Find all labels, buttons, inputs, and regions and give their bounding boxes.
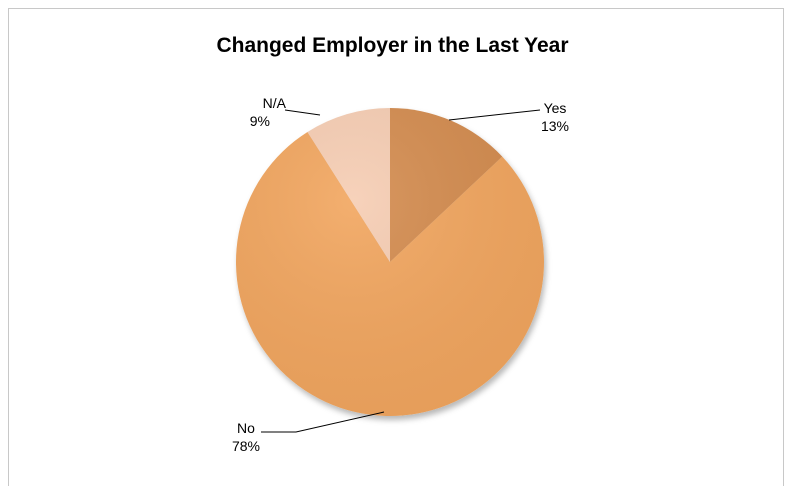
pie-slices — [235, 108, 544, 416]
leader-line-no — [261, 411, 385, 433]
slice-label-yes: Yes — [544, 100, 567, 116]
slice-label-no: No — [237, 420, 255, 436]
chart-title: Changed Employer in the Last Year — [216, 34, 569, 57]
slice-value-yes: 13% — [541, 118, 569, 134]
slice-label-na: N/A — [263, 95, 287, 111]
slice-value-na: 9% — [250, 113, 270, 129]
leader-line-na — [284, 109, 321, 116]
leader-line-yes — [448, 109, 541, 121]
slice-value-no: 78% — [232, 438, 260, 454]
